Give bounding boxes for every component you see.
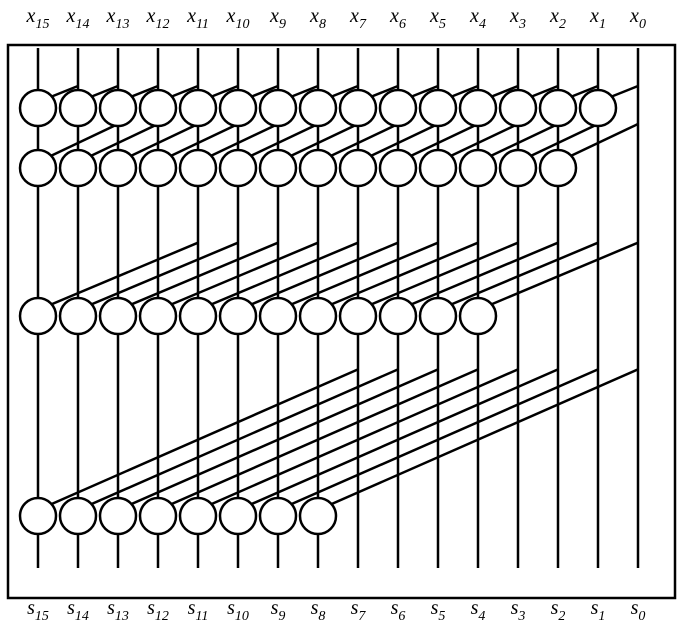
input-label: x12 xyxy=(146,5,170,32)
node-circle xyxy=(20,90,56,126)
input-label: x8 xyxy=(309,5,326,32)
output-label: s6 xyxy=(391,597,406,621)
node-circle xyxy=(60,90,96,126)
input-label: x9 xyxy=(269,5,286,32)
node-circle xyxy=(460,150,496,186)
node-circle xyxy=(340,90,376,126)
output-label: s15 xyxy=(27,597,49,621)
node-circle xyxy=(300,498,336,534)
input-label: x4 xyxy=(469,5,486,32)
node-circle xyxy=(260,90,296,126)
node-circle xyxy=(460,90,496,126)
node-circle xyxy=(540,150,576,186)
node-circle xyxy=(220,90,256,126)
output-label: s10 xyxy=(227,597,249,621)
node-circle xyxy=(260,298,296,334)
output-label: s13 xyxy=(107,597,129,621)
input-label: x6 xyxy=(389,5,406,32)
input-label: x5 xyxy=(429,5,446,32)
node-circle xyxy=(220,150,256,186)
output-label: s4 xyxy=(471,597,486,621)
node-circle xyxy=(20,150,56,186)
output-label: s9 xyxy=(271,597,286,621)
output-label: s12 xyxy=(147,597,169,621)
input-label: x0 xyxy=(629,5,646,32)
node-circle xyxy=(180,150,216,186)
node-circle xyxy=(580,90,616,126)
node-circle xyxy=(460,298,496,334)
node-circle xyxy=(420,150,456,186)
node-circle xyxy=(300,90,336,126)
node-circle xyxy=(420,298,456,334)
node-circle xyxy=(220,498,256,534)
node-circle xyxy=(140,298,176,334)
input-label: x13 xyxy=(106,5,130,32)
node-circle xyxy=(20,498,56,534)
output-label: s8 xyxy=(311,597,326,621)
input-label: x2 xyxy=(549,5,566,32)
output-label: s1 xyxy=(591,597,606,621)
input-label: x14 xyxy=(66,5,90,32)
input-label: x1 xyxy=(589,5,606,32)
node-circle xyxy=(220,298,256,334)
node-circle xyxy=(140,150,176,186)
prefix-adder-diagram: x0 s0 x1 s1 x2 s2 x3 s3 x4 s4 x5 s5 x6 s6 x7 s7 x8 s8 x9 s9… xyxy=(0,0,683,621)
node-circle xyxy=(540,90,576,126)
output-label: s0 xyxy=(631,597,646,621)
input-label: x7 xyxy=(349,5,367,32)
input-label: x11 xyxy=(186,5,209,32)
output-label: s11 xyxy=(188,597,209,621)
node-circle xyxy=(140,90,176,126)
node-circle xyxy=(60,150,96,186)
output-label: s3 xyxy=(511,597,526,621)
node-circle xyxy=(60,498,96,534)
input-label: x15 xyxy=(26,5,50,32)
output-label: s5 xyxy=(431,597,446,621)
node-circle xyxy=(380,150,416,186)
node-circle xyxy=(300,150,336,186)
node-circle xyxy=(260,498,296,534)
node-circle xyxy=(180,90,216,126)
node-circle xyxy=(140,498,176,534)
node-circle xyxy=(20,298,56,334)
output-label: s7 xyxy=(351,597,367,621)
node-circle xyxy=(500,90,536,126)
input-label: x3 xyxy=(509,5,526,32)
input-label: x10 xyxy=(226,5,250,32)
node-circle xyxy=(300,298,336,334)
node-circle xyxy=(180,298,216,334)
output-label: s14 xyxy=(67,597,89,621)
node-circle xyxy=(380,90,416,126)
node-circle xyxy=(340,298,376,334)
node-circle xyxy=(100,498,136,534)
node-circle xyxy=(100,150,136,186)
node-circle xyxy=(100,90,136,126)
node-circle xyxy=(420,90,456,126)
node-circle xyxy=(100,298,136,334)
node-circle xyxy=(380,298,416,334)
node-circle xyxy=(260,150,296,186)
node-circle xyxy=(340,150,376,186)
node-circle xyxy=(500,150,536,186)
node-circle xyxy=(60,298,96,334)
node-circle xyxy=(180,498,216,534)
output-label: s2 xyxy=(551,597,566,621)
